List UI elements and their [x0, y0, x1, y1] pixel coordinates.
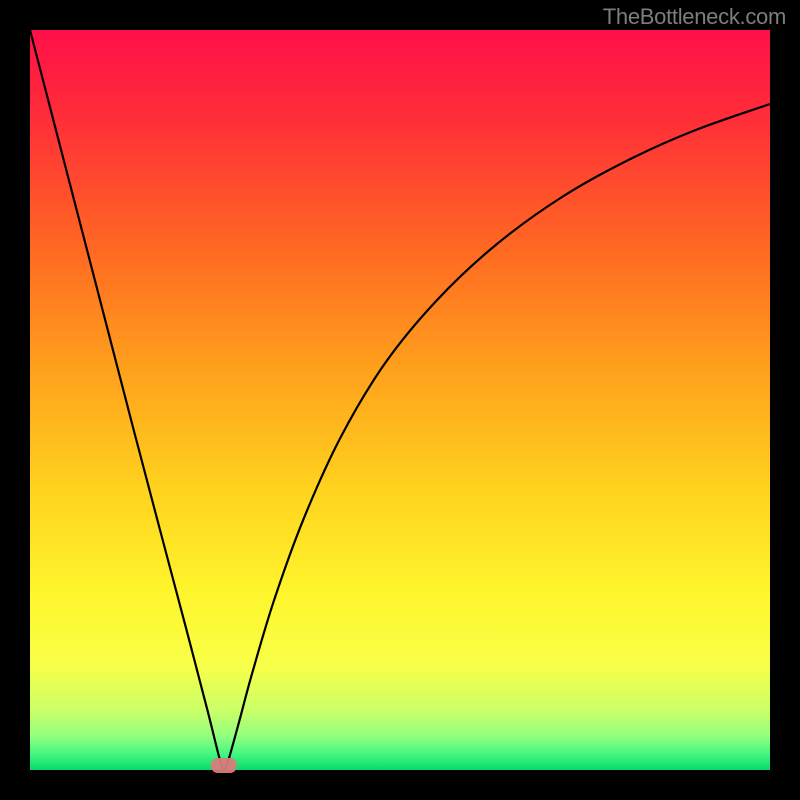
- watermark-text: TheBottleneck.com: [603, 4, 786, 30]
- minimum-marker: [211, 758, 237, 773]
- bottleneck-chart: [0, 0, 800, 800]
- plot-area: [30, 30, 770, 770]
- chart-container: TheBottleneck.com: [0, 0, 800, 800]
